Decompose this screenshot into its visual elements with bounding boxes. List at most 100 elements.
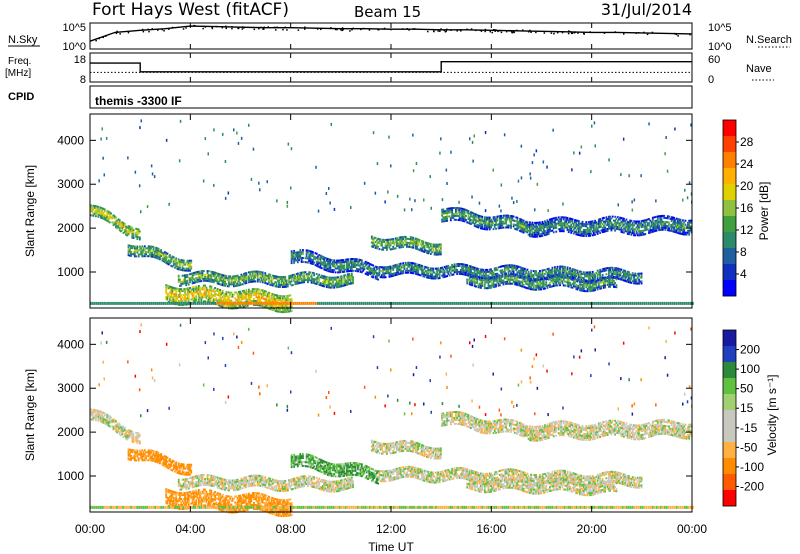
range-time-cell <box>555 271 558 274</box>
range-time-cell <box>644 225 647 228</box>
range-time-cell <box>483 220 486 223</box>
range-time-cell <box>376 243 378 246</box>
range-time-cell <box>329 260 332 263</box>
range-time-cell <box>587 279 590 282</box>
range-time-cell <box>433 253 436 256</box>
range-time-cell <box>284 305 287 308</box>
range-time-cell <box>323 262 326 265</box>
range-time-cell <box>226 277 229 280</box>
range-time-cell <box>545 281 548 284</box>
range-time-cell <box>296 278 299 281</box>
range-time-cell <box>475 221 477 224</box>
range-time-cell <box>587 275 590 278</box>
range-time-cell <box>289 294 292 297</box>
range-time-cell <box>581 230 584 233</box>
range-time-cell <box>471 268 474 270</box>
range-time-cell <box>570 278 573 281</box>
range-time-cell <box>165 261 168 264</box>
range-time-cell <box>418 266 421 268</box>
range-time-cell <box>631 232 634 234</box>
range-time-cell <box>239 276 242 278</box>
range-time-cell <box>383 272 386 275</box>
range-time-cell <box>422 242 425 245</box>
range-time-cell <box>576 233 579 236</box>
range-time-cell <box>266 305 269 308</box>
range-time-cell <box>506 280 509 283</box>
range-time-cell <box>498 219 501 222</box>
range-time-cell <box>470 267 472 270</box>
range-time-cell <box>167 293 170 296</box>
range-time-cell <box>457 263 460 265</box>
range-time-cell <box>175 301 178 304</box>
range-time-cell <box>179 268 181 271</box>
range-time-cell <box>290 258 293 261</box>
range-time-cell <box>340 265 343 268</box>
nsky-point <box>119 33 121 35</box>
range-time-cell <box>192 286 195 289</box>
range-time-cell <box>166 286 169 289</box>
range-time-cell <box>197 276 200 279</box>
range-time-cell <box>285 301 288 303</box>
range-time-cell <box>185 261 188 264</box>
range-time-cell <box>229 291 232 294</box>
range-time-cell <box>186 267 189 270</box>
range-time-cell <box>506 282 509 285</box>
range-time-cell <box>328 262 331 265</box>
range-time-cell <box>303 279 306 282</box>
range-time-cell <box>245 272 248 275</box>
range-time-cell <box>635 226 638 229</box>
range-time-cell <box>545 277 548 280</box>
range-time-cell <box>416 271 418 274</box>
range-time-cell <box>610 274 613 277</box>
range-time-cell <box>310 252 313 255</box>
range-time-cell <box>102 207 105 210</box>
range-time-cell <box>544 232 546 235</box>
range-time-cell <box>530 288 533 291</box>
range-time-cell <box>541 286 544 289</box>
range-time-cell <box>660 226 663 229</box>
range-time-cell <box>482 270 485 273</box>
range-time-cell <box>536 278 539 281</box>
range-time-cell <box>556 265 559 268</box>
range-time-cell <box>562 274 565 277</box>
range-time-cell <box>96 207 99 210</box>
range-time-cell <box>634 272 637 275</box>
range-time-cell <box>531 284 534 287</box>
range-time-cell <box>280 282 283 285</box>
range-time-cell <box>352 269 354 272</box>
range-time-cell <box>646 222 649 225</box>
range-time-cell <box>566 228 569 231</box>
range-time-cell <box>296 259 299 262</box>
range-time-cell <box>127 244 130 247</box>
range-time-cell <box>202 294 205 297</box>
range-time-cell <box>466 270 469 273</box>
range-time-cell <box>485 224 487 227</box>
range-time-cell <box>465 269 467 272</box>
range-time-cell <box>512 273 515 276</box>
range-time-cell <box>141 251 144 254</box>
range-time-cell <box>451 267 454 270</box>
range-time-cell <box>248 292 250 295</box>
range-time-cell <box>200 272 203 275</box>
range-time-cell <box>579 281 581 284</box>
range-time-cell <box>402 238 405 240</box>
range-time-cell <box>495 277 497 280</box>
range-time-cell <box>542 222 545 225</box>
range-time-cell <box>191 272 194 275</box>
range-time-cell <box>485 222 487 225</box>
range-time-cell <box>587 223 590 226</box>
range-time-cell <box>253 292 255 295</box>
range-time-cell <box>171 298 174 301</box>
nsky-point <box>241 28 244 30</box>
range-time-cell <box>98 212 101 215</box>
range-time-cell <box>437 251 440 254</box>
range-time-cell <box>575 275 578 278</box>
range-time-cell <box>182 298 185 300</box>
range-time-cell <box>273 277 275 279</box>
range-time-cell <box>259 292 262 295</box>
range-time-cell <box>508 280 511 283</box>
range-time-cell <box>382 238 385 241</box>
range-time-cell <box>217 300 220 303</box>
range-time-cell <box>216 280 219 283</box>
range-time-cell <box>367 267 370 270</box>
